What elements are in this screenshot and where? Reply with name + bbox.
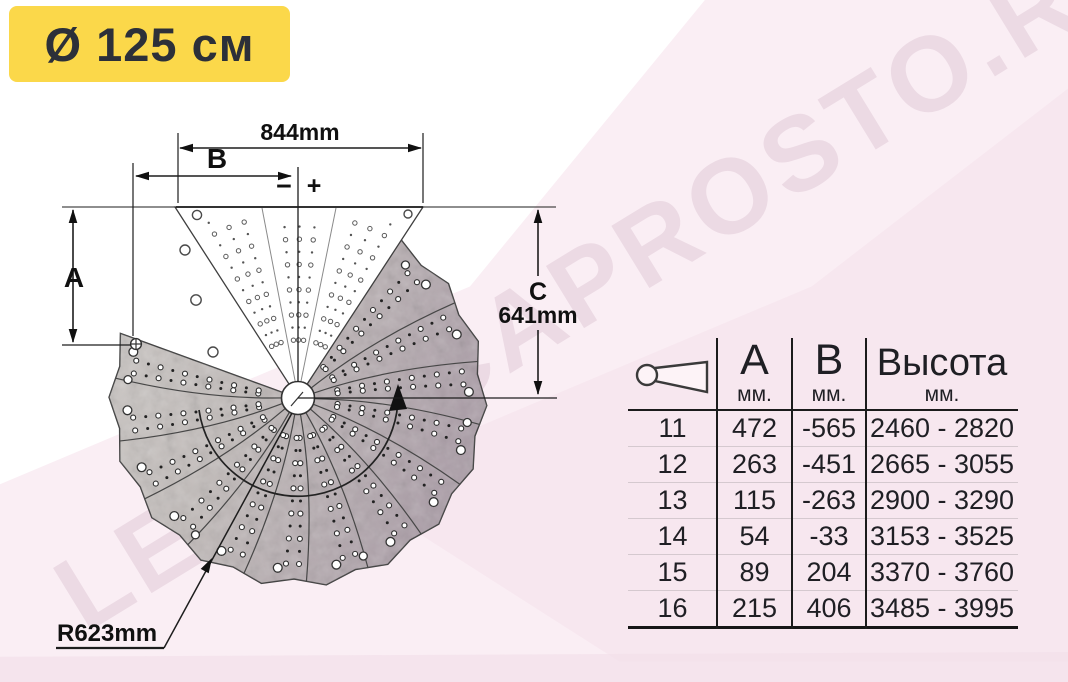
diameter-badge-label: Ø 125 см [44,17,255,71]
diameter-badge: Ø 125 см [9,6,290,82]
minus-sign: − [276,171,292,201]
table-row: 11 472 -565 2460 - 2820 [628,411,1018,446]
cell-a: 115 [732,485,777,515]
dimension-annotations [56,133,557,650]
first-tread-pivot-hole [129,337,143,351]
cell-b: -451 [801,449,857,479]
spec-table: A мм. B мм. Высота мм. 11 472 -565 2460 - 2… [628,338,1018,629]
dim-c-label: C [529,278,547,306]
dim-radius-label: R623mm [57,620,157,647]
rim-bolt-holes [122,260,474,573]
cell-a: 89 [739,557,770,587]
cell-b: 406 [806,593,852,623]
cell-a: 215 [731,593,778,623]
table-row: 14 54 -33 3153 - 3525 [628,518,1018,554]
cell-b: -33 [809,521,849,551]
tread-icon [628,359,717,409]
plus-sign: + [307,172,322,200]
cell-steps: 13 [657,485,688,515]
column-header-a: A мм. [737,335,772,406]
cell-b: 204 [806,557,852,587]
cell-height: 3485 - 3995 [869,593,1015,623]
table-row: 12 263 -451 2665 - 3055 [628,446,1018,482]
table-column-divider [865,338,867,629]
dim-b-label: B [207,143,227,174]
dim-a-label: A [64,262,84,293]
dim-c-value: 641mm [498,302,577,328]
dim-width-label: 844mm [260,119,339,145]
table-column-divider [716,338,718,629]
cell-a: 472 [731,413,778,443]
dimension-labels: 844mm B − + A C 641mm R623mm [57,119,578,647]
cell-height: 3370 - 3760 [869,557,1015,587]
cell-a: 54 [739,521,770,551]
tread-separator-lines [114,302,481,582]
table-body: 11 472 -565 2460 - 2820 12 263 -451 2665 - 3055… [628,411,1018,629]
wedge-perforation-holes [207,219,392,350]
column-header-b: B мм. [811,335,847,406]
cell-b: -565 [801,413,857,443]
cell-a: 263 [731,449,778,479]
column-header-height: Высота мм. [876,341,1008,406]
table-row: 16 215 406 3485 - 3995 [628,590,1018,626]
tread-perforation-holes [130,270,467,568]
table-row: 13 115 -263 2900 - 3290 [628,482,1018,518]
table-row: 15 89 204 3370 - 3760 [628,554,1018,590]
table-column-divider [791,338,793,629]
cell-steps: 16 [657,593,688,623]
cell-steps: 12 [657,449,688,479]
cell-steps: 14 [657,521,688,551]
cell-height: 2900 - 3290 [869,485,1015,515]
wedge-large-holes [179,209,413,358]
cell-steps: 15 [657,557,688,587]
cell-b: -263 [801,485,857,515]
cell-height: 2460 - 2820 [869,413,1015,443]
table-header: A мм. B мм. Высота мм. [628,338,1018,411]
cell-steps: 11 [658,413,687,443]
cell-height: 3153 - 3525 [869,521,1015,551]
cell-height: 2665 - 3055 [869,449,1015,479]
